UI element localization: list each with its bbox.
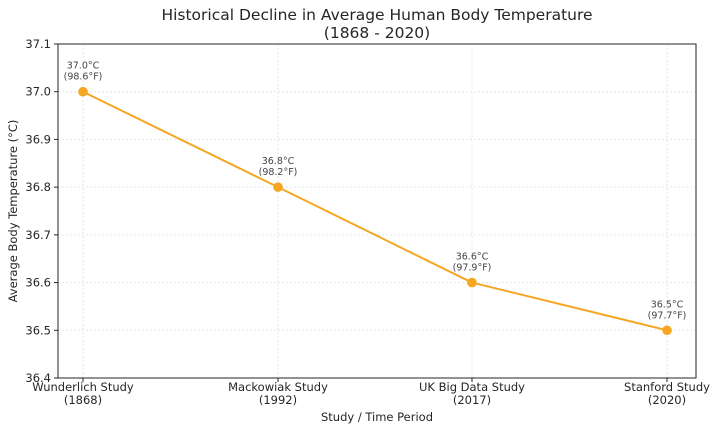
data-label: (97.9°F) — [453, 263, 492, 274]
y-tick-label: 36.9 — [25, 132, 51, 146]
series-layer — [78, 86, 672, 336]
data-label: (98.2°F) — [259, 167, 298, 178]
plot-frame — [57, 43, 697, 379]
y-tick-label: 36.5 — [25, 323, 51, 337]
x-tick-label: Wunderlich Study — [32, 380, 134, 394]
data-label: 36.5°C — [651, 299, 684, 310]
x-tick-label: (2017) — [453, 393, 491, 407]
y-axis-label: Average Body Temperature (°C) — [6, 120, 20, 303]
y-tick-label: 36.4 — [25, 371, 51, 385]
data-point — [662, 325, 672, 336]
x-tick-label: Stanford Study — [624, 380, 710, 394]
chart-title: Historical Decline in Average Human Body… — [161, 6, 592, 24]
y-tick-label: 37.1 — [25, 37, 51, 51]
data-label: 36.6°C — [456, 252, 489, 263]
y-tick-label: 36.6 — [25, 276, 51, 290]
series-line — [82, 90, 668, 332]
y-tick-label: 37.0 — [25, 85, 51, 99]
data-label: 36.8°C — [262, 156, 295, 167]
y-tick-label: 36.8 — [25, 180, 51, 194]
label-layer: 37.0°C(98.6°F) 36.8°C(98.2°F) 36.6°C(97.9°… — [64, 61, 687, 322]
x-tick-label: (2020) — [648, 393, 686, 407]
x-axis-label: Study / Time Period — [321, 410, 433, 424]
y-tick-label: 36.7 — [25, 228, 51, 242]
data-label: 37.0°C — [67, 61, 100, 72]
x-tick-label: Mackowiak Study — [228, 380, 328, 394]
data-label: (97.7°F) — [648, 310, 687, 321]
data-point — [78, 86, 88, 97]
chart-subtitle: (1868 - 2020) — [324, 24, 430, 42]
data-point — [467, 277, 477, 288]
tick-layer: 36.4 36.5 36.6 36.7 36.8 36.9 37.0 37.1 Wunderli… — [25, 37, 710, 407]
x-tick-label: (1992) — [259, 393, 297, 407]
x-tick-label: (1868) — [64, 393, 102, 407]
data-label: (98.6°F) — [64, 72, 103, 83]
data-point — [273, 182, 283, 192]
x-tick-label: UK Big Data Study — [419, 380, 525, 394]
grid-layer — [58, 43, 696, 379]
